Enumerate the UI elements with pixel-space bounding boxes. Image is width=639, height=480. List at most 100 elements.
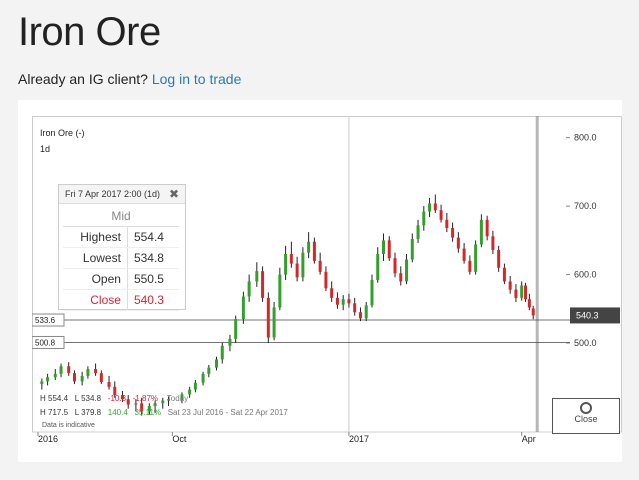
candlestick-chart[interactable]: 2016 Oct 2017 Apr 800.0 700.0 600.0 500.0 533.6 5… [32, 116, 622, 446]
candle-body [474, 244, 478, 272]
candle-body [527, 299, 531, 308]
candle-body [113, 386, 117, 396]
candle-body [347, 299, 351, 304]
candle-body [40, 381, 44, 385]
candle-body [134, 403, 138, 405]
candle [376, 247, 380, 283]
candle [527, 293, 531, 311]
candle-body [193, 382, 197, 390]
candle-body [140, 403, 144, 412]
candle [266, 292, 270, 344]
candle [456, 232, 460, 253]
candle-body [520, 285, 524, 298]
candle-body [439, 210, 443, 220]
candle [381, 233, 385, 261]
candle [207, 364, 211, 378]
candle-body [405, 259, 409, 282]
candle [524, 282, 528, 302]
candle [451, 222, 455, 242]
candle-body [72, 373, 76, 382]
candle [80, 371, 84, 386]
reset-icon [580, 402, 592, 414]
candle [301, 247, 305, 282]
candle-body [80, 375, 84, 382]
indicative-note: Data is indicative [42, 422, 95, 429]
candle-body [422, 211, 426, 226]
candle [468, 255, 472, 275]
candle [94, 363, 98, 376]
row-label: Close [63, 289, 128, 311]
candle [86, 366, 90, 379]
candle [422, 206, 426, 231]
y-tick-label: 500.0 [574, 338, 597, 348]
candle [99, 370, 103, 385]
reference-line-tag [32, 313, 65, 327]
row-value: 554.4 [127, 226, 179, 248]
close-icon[interactable]: ✖ [168, 187, 179, 201]
candle [201, 371, 205, 386]
candle [330, 281, 334, 302]
interval-label[interactable]: 1d [40, 144, 51, 154]
last-price-label: 540.3 [576, 310, 599, 320]
candle [324, 266, 328, 292]
candle-body [188, 389, 192, 395]
candle-body [220, 345, 224, 360]
candle-body [451, 228, 455, 238]
chart-area[interactable]: 2016 Oct 2017 Apr 800.0 700.0 600.0 500.0 533.6 5… [32, 116, 632, 446]
candle-body [531, 308, 535, 316]
candle-body [86, 369, 90, 376]
candle [410, 233, 414, 263]
candle-body [295, 263, 299, 278]
candle [261, 266, 265, 302]
candle [220, 343, 224, 364]
stat-percent: -1.87% [132, 394, 159, 403]
candle [278, 267, 282, 311]
candle [295, 256, 299, 282]
candle-body [456, 237, 460, 249]
candle [531, 305, 535, 320]
candle [107, 375, 111, 390]
stat-high: H 554.4 [40, 394, 69, 403]
candle [514, 284, 518, 302]
candle [474, 240, 478, 275]
candle-body [376, 254, 380, 281]
candle [272, 301, 276, 341]
candle-body [126, 399, 130, 405]
candle [59, 363, 63, 378]
candle [416, 219, 420, 244]
candle-body [307, 241, 311, 253]
candle-body [485, 219, 489, 237]
candle-body [228, 338, 232, 346]
reference-line-tag [32, 335, 65, 349]
candle [180, 392, 184, 404]
candle-body [416, 225, 420, 239]
candle-body [120, 395, 124, 400]
candle [347, 293, 351, 308]
candle-body [410, 238, 414, 260]
candle [405, 254, 409, 285]
candle [364, 301, 368, 322]
candle [353, 297, 357, 316]
login-prompt: Already an IG client? Log in to trade [18, 71, 241, 87]
login-link[interactable]: Log in to trade [151, 71, 242, 87]
client-prompt-text: Already an IG client? [18, 71, 148, 87]
candle-body [167, 399, 171, 401]
candle [491, 230, 495, 255]
close-button[interactable]: Close [552, 398, 620, 434]
candle-body [241, 296, 245, 320]
candle-body [330, 288, 334, 298]
candle [485, 215, 489, 241]
candle [289, 241, 293, 268]
table-row: Close 540.3 [63, 289, 179, 311]
candle [147, 403, 151, 415]
stats-range: H 717.5 L 379.8 140.4 35.11% Sat 23 Jul … [40, 408, 288, 417]
close-button-label: Close [574, 414, 598, 424]
stat-low: L 379.8 [74, 408, 102, 417]
candle-body [491, 236, 495, 250]
candle [387, 236, 391, 261]
candle-body [370, 280, 374, 306]
candle [428, 197, 432, 218]
candle [358, 307, 362, 322]
candle [67, 362, 71, 376]
candle [307, 232, 311, 259]
